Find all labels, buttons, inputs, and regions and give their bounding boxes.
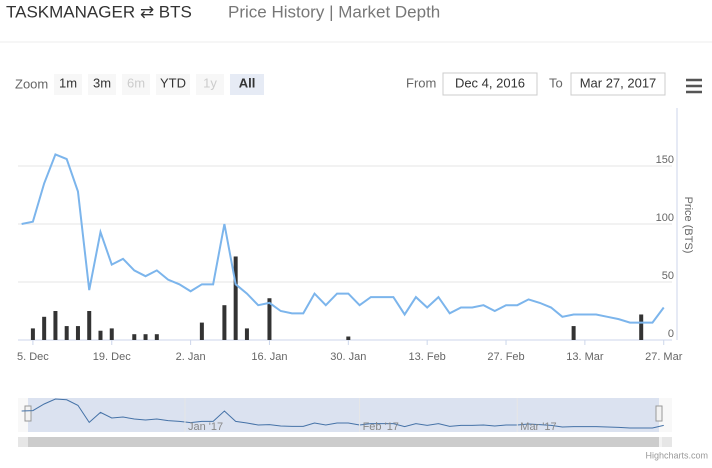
scrollbar-thumb[interactable] bbox=[28, 437, 659, 447]
y-tick-label: 0 bbox=[668, 328, 674, 340]
y-tick-label: 150 bbox=[656, 154, 674, 166]
from-label: From bbox=[406, 75, 436, 90]
volume-bar bbox=[267, 298, 272, 340]
x-tick-label: 19. Dec bbox=[93, 351, 131, 363]
volume-bar bbox=[87, 311, 92, 340]
volume-bar bbox=[132, 334, 137, 340]
y-axis-title: Price (BTS) bbox=[682, 197, 694, 254]
navigator-label: Mar '17 bbox=[520, 421, 556, 433]
zoom-button bbox=[196, 74, 224, 95]
volume-bar bbox=[42, 316, 47, 340]
menu-icon[interactable] bbox=[686, 78, 702, 94]
volume-bar bbox=[199, 322, 204, 340]
from-value: Dec 4, 2016 bbox=[455, 75, 525, 90]
pair-title: TASKMANAGER ⇄ BTS bbox=[6, 2, 192, 21]
volume-bar bbox=[53, 311, 58, 340]
volume-bar bbox=[143, 334, 148, 340]
zoom-button[interactable] bbox=[54, 74, 82, 95]
credits[interactable]: Highcharts.com bbox=[645, 450, 708, 460]
volume-bar bbox=[75, 326, 80, 340]
x-tick-label: 27. Mar bbox=[645, 351, 683, 363]
zoom-label: Zoom bbox=[15, 76, 48, 91]
to-value: Mar 27, 2017 bbox=[580, 75, 657, 90]
tabs[interactable]: Price History | Market Depth bbox=[228, 2, 440, 21]
volume-bar bbox=[346, 336, 351, 340]
to-label: To bbox=[549, 75, 563, 90]
y-tick-label: 50 bbox=[662, 270, 674, 282]
volume-bar bbox=[571, 326, 576, 340]
volume-bar bbox=[109, 328, 114, 340]
volume-bar bbox=[30, 328, 35, 340]
x-tick-label: 13. Feb bbox=[409, 351, 446, 363]
navigator-line bbox=[21, 398, 664, 429]
zoom-button[interactable] bbox=[88, 74, 116, 95]
x-tick-label: 5. Dec bbox=[17, 351, 49, 363]
navigator-mask[interactable] bbox=[28, 398, 659, 432]
scroll-left[interactable] bbox=[18, 437, 28, 447]
nav-handle[interactable] bbox=[24, 405, 32, 422]
zoom-button-label: All bbox=[239, 75, 256, 90]
zoom-button-label: 1m bbox=[59, 75, 77, 90]
volume-bar bbox=[154, 334, 159, 340]
volume-bar bbox=[233, 256, 238, 340]
zoom-button-label: 1y bbox=[203, 75, 217, 90]
zoom-button-label: 6m bbox=[127, 75, 145, 90]
volume-bar bbox=[244, 328, 249, 340]
volume-bar bbox=[64, 326, 69, 340]
volume-bar bbox=[222, 305, 227, 340]
y-tick-label: 100 bbox=[656, 212, 674, 224]
x-tick-label: 16. Jan bbox=[251, 351, 287, 363]
navigator-label: Jan '17 bbox=[188, 421, 223, 433]
from-input[interactable] bbox=[442, 72, 538, 96]
scroll-right[interactable] bbox=[662, 437, 672, 447]
volume-bar bbox=[98, 330, 103, 340]
zoom-button[interactable] bbox=[156, 74, 190, 95]
zoom-button-label: YTD bbox=[160, 75, 186, 90]
to-input[interactable] bbox=[570, 72, 666, 96]
x-tick-label: 30. Jan bbox=[330, 351, 366, 363]
x-tick-label: 13. Mar bbox=[566, 351, 604, 363]
volume-bar bbox=[639, 314, 644, 340]
navigator-label: Feb '17 bbox=[363, 421, 399, 433]
zoom-button-label: 3m bbox=[93, 75, 111, 90]
price-line bbox=[21, 153, 665, 324]
nav-handle[interactable] bbox=[655, 405, 663, 422]
x-tick-label: 2. Jan bbox=[176, 351, 206, 363]
zoom-button bbox=[122, 74, 150, 95]
x-tick-label: 27. Feb bbox=[487, 351, 524, 363]
zoom-button[interactable] bbox=[230, 74, 264, 95]
